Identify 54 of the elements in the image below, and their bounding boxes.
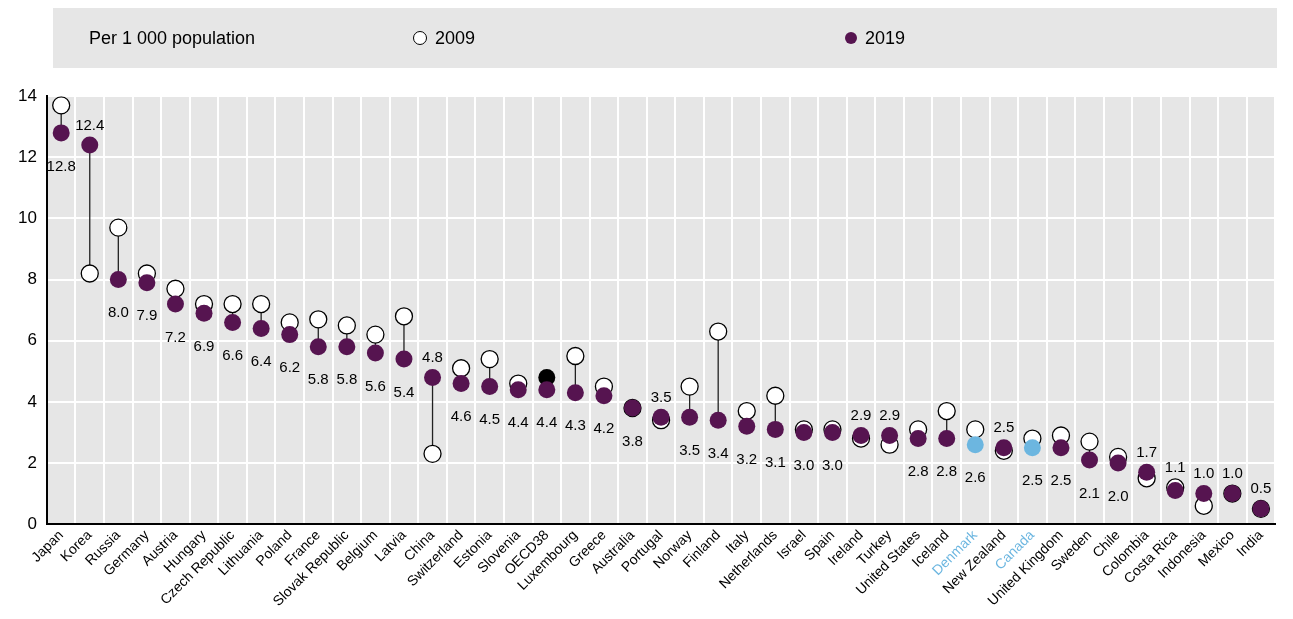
data-label: 1.7 xyxy=(1136,442,1158,460)
data-label: 4.4 xyxy=(507,413,529,431)
data-label: 1.0 xyxy=(1221,464,1243,482)
y-tick-label: 6 xyxy=(27,330,37,350)
legend-label: 2019 xyxy=(865,27,906,49)
data-label: 2.9 xyxy=(879,406,900,424)
data-label: 2.8 xyxy=(936,462,958,480)
y-tick-label: 2 xyxy=(27,452,37,472)
data-label: 4.2 xyxy=(593,419,615,437)
data-label: 3.2 xyxy=(736,449,758,467)
legend-title: Per 1 000 population xyxy=(89,27,257,49)
data-label: 1.0 xyxy=(1193,464,1215,482)
data-label: 2.1 xyxy=(1079,483,1100,501)
data-label: 1.1 xyxy=(1164,458,1186,476)
data-label: 2.8 xyxy=(907,462,929,480)
data-label: 5.8 xyxy=(336,370,358,388)
data-label: 4.4 xyxy=(536,413,558,431)
data-label: 0.5 xyxy=(1250,479,1272,497)
data-label: 3.8 xyxy=(622,431,643,449)
data-label: 3.0 xyxy=(822,456,843,474)
data-label: 3.5 xyxy=(650,387,672,405)
data-label: 2.9 xyxy=(850,406,872,424)
y-tick-label: 0 xyxy=(27,513,37,533)
data-label: 6.9 xyxy=(193,336,215,354)
data-label: 12.4 xyxy=(75,115,105,133)
data-label: 3.0 xyxy=(793,456,815,474)
data-label: 12.8 xyxy=(46,156,76,174)
data-label: 6.6 xyxy=(222,346,244,364)
data-label: 4.8 xyxy=(422,348,443,366)
data-label: 6.2 xyxy=(279,358,301,376)
data-label: 2.0 xyxy=(1107,486,1129,504)
data-label: 2.5 xyxy=(993,418,1015,436)
data-label: 4.5 xyxy=(479,410,501,428)
data-label: 8.0 xyxy=(107,303,129,321)
data-label: 5.6 xyxy=(364,376,386,394)
data-label: 3.1 xyxy=(764,453,786,471)
data-label: 2.6 xyxy=(964,468,986,486)
data-label: 6.4 xyxy=(250,352,272,370)
data-label: 5.4 xyxy=(393,382,415,400)
data-label: 7.9 xyxy=(136,306,158,324)
data-label: 7.2 xyxy=(165,327,186,345)
data-label: 3.5 xyxy=(679,440,701,458)
y-tick-label: 8 xyxy=(27,269,37,289)
legend-label: 2009 xyxy=(435,27,476,49)
data-label: 4.6 xyxy=(450,407,472,425)
data-label: 5.8 xyxy=(307,370,329,388)
y-tick-label: 14 xyxy=(17,85,37,105)
y-tick-label: 12 xyxy=(17,147,37,167)
data-label: 4.3 xyxy=(564,416,586,434)
data-label: 3.4 xyxy=(707,443,729,461)
y-tick-label: 10 xyxy=(17,208,37,228)
y-tick-label: 4 xyxy=(27,391,37,411)
data-label: 2.5 xyxy=(1021,471,1043,489)
data-label: 2.5 xyxy=(1050,471,1072,489)
